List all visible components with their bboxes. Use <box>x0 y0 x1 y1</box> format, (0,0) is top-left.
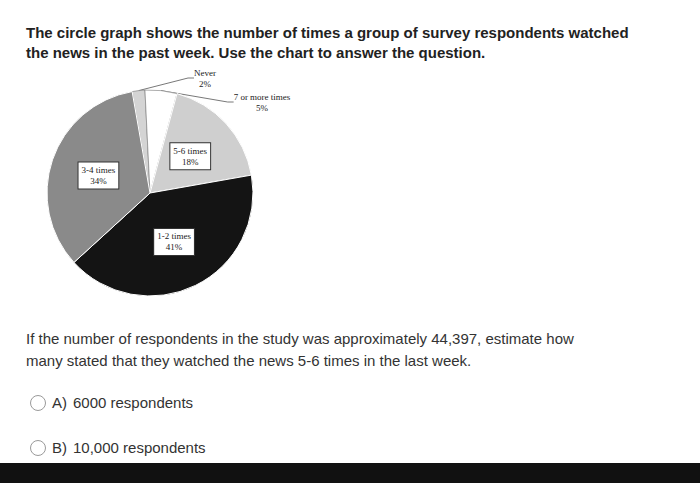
html-text:A): A) <box>52 394 67 411</box>
svg-text:1-2 times: 1-2 times <box>157 231 191 241</box>
svg-text:2%: 2% <box>199 79 212 89</box>
svg-text:Never: Never <box>194 68 216 78</box>
svg-text:7 or more times: 7 or more times <box>234 92 291 102</box>
svg-text:18%: 18% <box>182 157 199 167</box>
html-text:6000 respondents: 6000 respondents <box>73 394 194 411</box>
html-text:B): B) <box>52 439 67 456</box>
svg-text:41%: 41% <box>166 242 183 252</box>
svg-text:34%: 34% <box>90 176 107 186</box>
html-text:If the number of respondents i: If the number of respondents in the stud… <box>26 330 574 347</box>
html-text:10,000 respondents: 10,000 respondents <box>73 439 206 456</box>
html-text:The circle graph shows the num: The circle graph shows the number of tim… <box>26 24 629 41</box>
html-text:many stated that they watched: many stated that they watched the news 5… <box>26 352 472 369</box>
html-text:the news in the past week. Use: the news in the past week. Use the chart… <box>26 44 486 61</box>
svg-text:3-4 times: 3-4 times <box>82 165 116 175</box>
svg-text:5%: 5% <box>256 103 269 113</box>
svg-text:5-6 times: 5-6 times <box>173 146 207 156</box>
